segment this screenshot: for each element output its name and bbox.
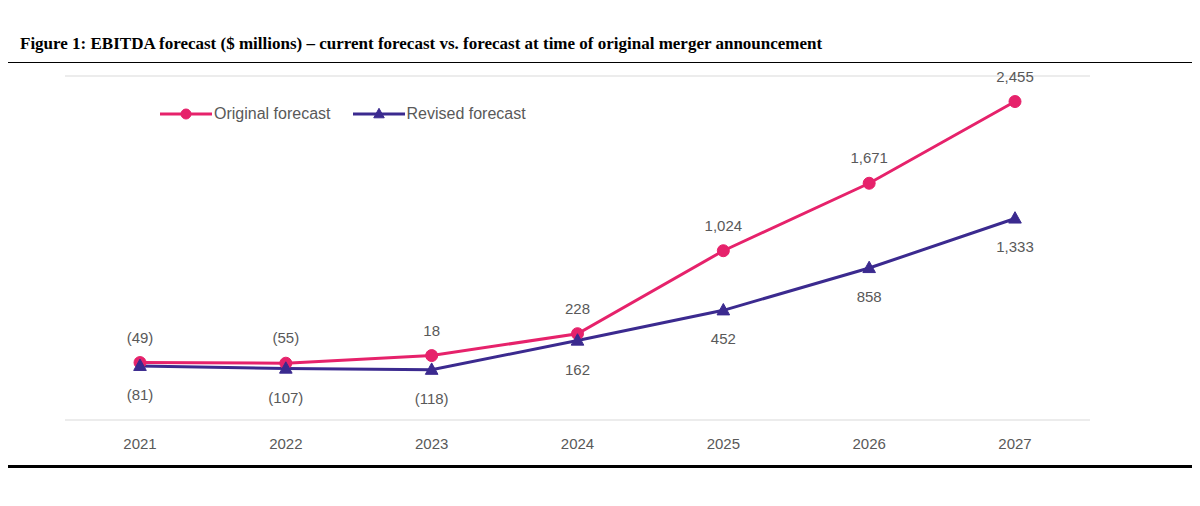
- svg-text:2026: 2026: [852, 435, 885, 452]
- svg-text:452: 452: [711, 330, 736, 347]
- svg-text:162: 162: [565, 361, 590, 378]
- svg-text:1,671: 1,671: [850, 149, 888, 166]
- svg-text:1,024: 1,024: [705, 217, 743, 234]
- svg-text:1,333: 1,333: [996, 238, 1034, 255]
- svg-text:2,455: 2,455: [996, 68, 1034, 85]
- svg-text:(55): (55): [272, 329, 299, 346]
- svg-text:2024: 2024: [561, 435, 594, 452]
- svg-text:(107): (107): [268, 389, 303, 406]
- html-text:Revised forecast: Revised forecast: [406, 105, 526, 122]
- svg-text:2027: 2027: [998, 435, 1031, 452]
- html-text:Figure 1: EBITDA forecast ($ m: Figure 1: EBITDA forecast ($ millions) –…: [20, 34, 823, 53]
- svg-text:(81): (81): [127, 386, 154, 403]
- svg-text:228: 228: [565, 300, 590, 317]
- svg-text:(49): (49): [127, 329, 154, 346]
- html-text:Original forecast: Original forecast: [214, 105, 331, 122]
- svg-text:2021: 2021: [123, 435, 156, 452]
- svg-text:(118): (118): [415, 390, 449, 407]
- svg-text:858: 858: [857, 288, 882, 305]
- svg-text:2023: 2023: [415, 435, 448, 452]
- svg-text:2025: 2025: [707, 435, 740, 452]
- svg-text:18: 18: [423, 322, 440, 339]
- svg-text:2022: 2022: [269, 435, 302, 452]
